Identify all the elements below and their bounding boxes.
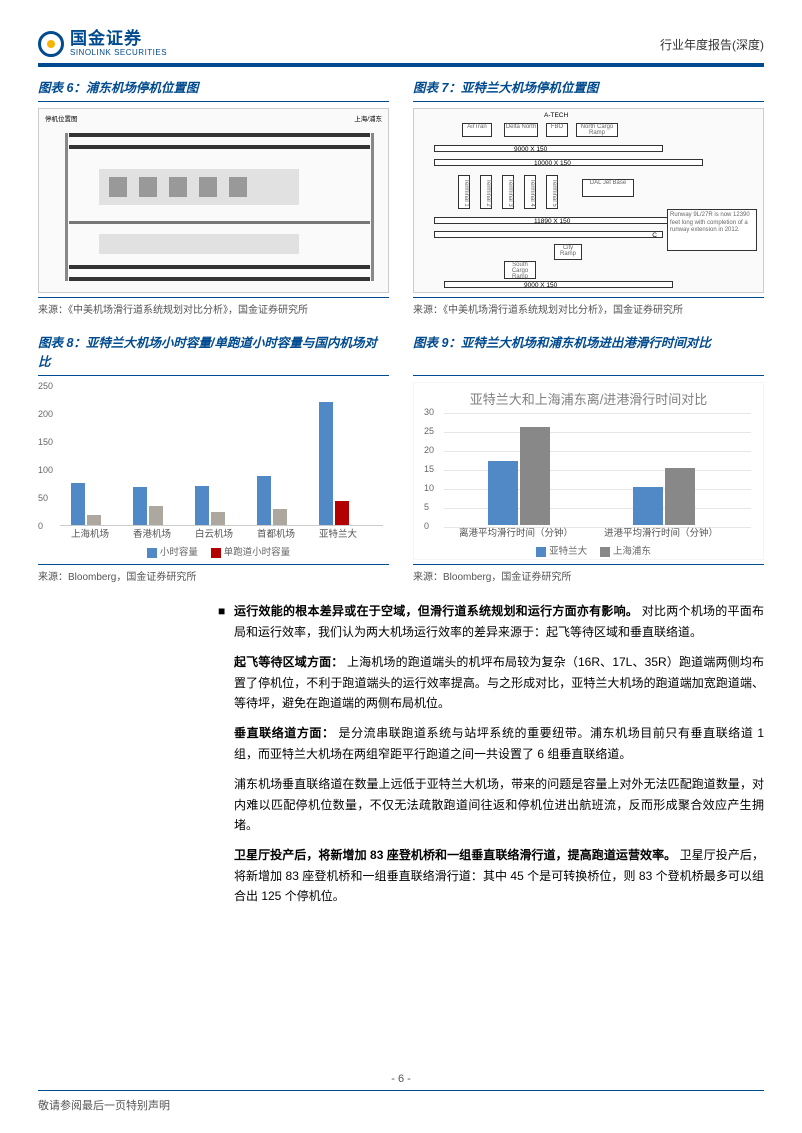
footer-note: 敬请参阅最后一页特别声明 — [38, 1100, 170, 1112]
chart-8-bar-per-runway — [335, 501, 349, 526]
figure-6-title: 图表 6：浦东机场停机位置图 — [38, 79, 389, 102]
figure-7: 图表 7：亚特兰大机场停机位置图 A-TECH AirTran Delta No… — [413, 79, 764, 316]
chart-9-ytick: 0 — [424, 521, 429, 531]
chart-8-bar-capacity — [257, 476, 271, 525]
chart-8-xtick: 白云机场 — [184, 526, 244, 540]
chart-8-xtick: 首都机场 — [246, 526, 306, 540]
chart-9-bar-pvg — [520, 427, 550, 526]
figure-8-title: 图表 8：亚特兰大机场小时容量/单跑道小时容量与国内机场对比 — [38, 334, 389, 376]
chart-8-ytick: 200 — [38, 409, 53, 419]
brand-logo: 国金证券 SINOLINK SECURITIES — [38, 30, 167, 57]
chart-8-ytick: 50 — [38, 493, 48, 503]
chart-9-xtick: 离港平均滑行时间（分钟） — [446, 525, 586, 539]
para-4: 浦东机场垂直联络道在数量上远低于亚特兰大机场，带来的问题是容量上对外无法匹配跑道… — [234, 774, 764, 835]
report-page: 国金证券 SINOLINK SECURITIES 行业年度报告(深度) 图表 6… — [0, 0, 802, 1133]
chart-9-ytick: 5 — [424, 502, 429, 512]
figure-6: 图表 6：浦东机场停机位置图 停机位置图 上海/浦东 来源：《中美机场滑行道 — [38, 79, 389, 316]
brand-name-en: SINOLINK SECURITIES — [70, 49, 167, 58]
chart-9-ytick: 10 — [424, 483, 434, 493]
chart-9-inner-title: 亚特兰大和上海浦东离/进港滑行时间对比 — [414, 383, 763, 410]
chart-8-ytick: 150 — [38, 437, 53, 447]
chart-9-xtick: 进港平均滑行时间（分钟） — [591, 525, 731, 539]
page-footer: - 6 - 敬请参阅最后一页特别声明 — [38, 1090, 764, 1113]
chart-8: 小时容量 单跑道小时容量 0 50 100 150 200 250 上海机场香港机场白云机场… — [38, 382, 389, 560]
chart-9-ytick: 30 — [424, 407, 434, 417]
chart-8-bar-per-runway — [149, 506, 163, 525]
chart-9-legend: 亚特兰大 上海浦东 — [414, 543, 763, 557]
chart-8-bar-capacity — [133, 487, 147, 525]
figure-8-source: 来源：Bloomberg，国金证券研究所 — [38, 564, 389, 583]
para-3-bold: 垂直联络道方面： — [234, 726, 335, 740]
chart-9-bar-atl — [633, 487, 663, 525]
chart-8-xtick: 亚特兰大 — [308, 526, 368, 540]
chart-9-ytick: 20 — [424, 445, 434, 455]
chart-9-bar-pvg — [665, 468, 695, 525]
para-1-bold: 运行效能的根本差异或在于空域，但滑行道系统规划和运行方面亦有影响。 — [234, 604, 638, 618]
chart-8-bar-per-runway — [87, 515, 101, 526]
para-2-bold: 起飞等待区域方面： — [234, 655, 343, 669]
body-text: ■ 运行效能的根本差异或在于空域，但滑行道系统规划和运行方面亦有影响。 对比两个… — [218, 601, 764, 906]
chart-8-ytick: 100 — [38, 465, 53, 475]
chart-8-bar-capacity — [319, 402, 333, 525]
chart-8-xtick: 香港机场 — [122, 526, 182, 540]
chart-8-bar-per-runway — [273, 509, 287, 525]
pudong-airport-diagram: 停机位置图 上海/浦东 — [38, 108, 389, 293]
figure-9-source: 来源：Bloomberg，国金证券研究所 — [413, 564, 764, 583]
figure-9: 图表 9：亚特兰大机场和浦东机场进出港滑行时间对比 亚特兰大和上海浦东离/进港滑… — [413, 334, 764, 583]
chart-8-ytick: 0 — [38, 521, 43, 531]
figure-row-2: 图表 8：亚特兰大机场小时容量/单跑道小时容量与国内机场对比 小时容量 单跑道小… — [38, 334, 764, 583]
para-5-bold: 卫星厅投产后，将新增加 83 座登机桥和一组垂直联络滑行道，提高跑道运营效率。 — [234, 848, 676, 862]
figure-7-source: 来源：《中美机场滑行道系统规划对比分析》，国金证券研究所 — [413, 297, 764, 316]
chart-8-bar-capacity — [71, 483, 85, 526]
chart-8-xtick: 上海机场 — [60, 526, 120, 540]
page-header: 国金证券 SINOLINK SECURITIES 行业年度报告(深度) — [38, 30, 764, 67]
atlanta-airport-diagram: A-TECH AirTran Delta North FBO North Car… — [413, 108, 764, 293]
figure-row-1: 图表 6：浦东机场停机位置图 停机位置图 上海/浦东 来源：《中美机场滑行道 — [38, 79, 764, 316]
chart-9-ytick: 25 — [424, 426, 434, 436]
figure-6-source: 来源：《中美机场滑行道系统规划对比分析》，国金证券研究所 — [38, 297, 389, 316]
bullet-icon: ■ — [218, 601, 234, 642]
figure-8: 图表 8：亚特兰大机场小时容量/单跑道小时容量与国内机场对比 小时容量 单跑道小… — [38, 334, 389, 583]
chart-8-legend: 小时容量 单跑道小时容量 — [38, 544, 389, 558]
chart-8-bar-capacity — [195, 486, 209, 526]
figure-9-title: 图表 9：亚特兰大机场和浦东机场进出港滑行时间对比 — [413, 334, 764, 376]
chart-8-ytick: 250 — [38, 381, 53, 391]
document-type: 行业年度报告(深度) — [660, 30, 764, 53]
chart-9: 亚特兰大和上海浦东离/进港滑行时间对比 亚特兰大 上海浦东 0 5 10 15 20 25… — [413, 382, 764, 560]
brand-name-cn: 国金证券 — [70, 30, 167, 49]
chart-8-bar-per-runway — [211, 512, 225, 525]
figure-7-title: 图表 7：亚特兰大机场停机位置图 — [413, 79, 764, 102]
logo-icon — [38, 31, 64, 57]
chart-9-bar-atl — [488, 461, 518, 526]
chart-9-ytick: 15 — [424, 464, 434, 474]
page-number: - 6 - — [38, 1073, 764, 1085]
